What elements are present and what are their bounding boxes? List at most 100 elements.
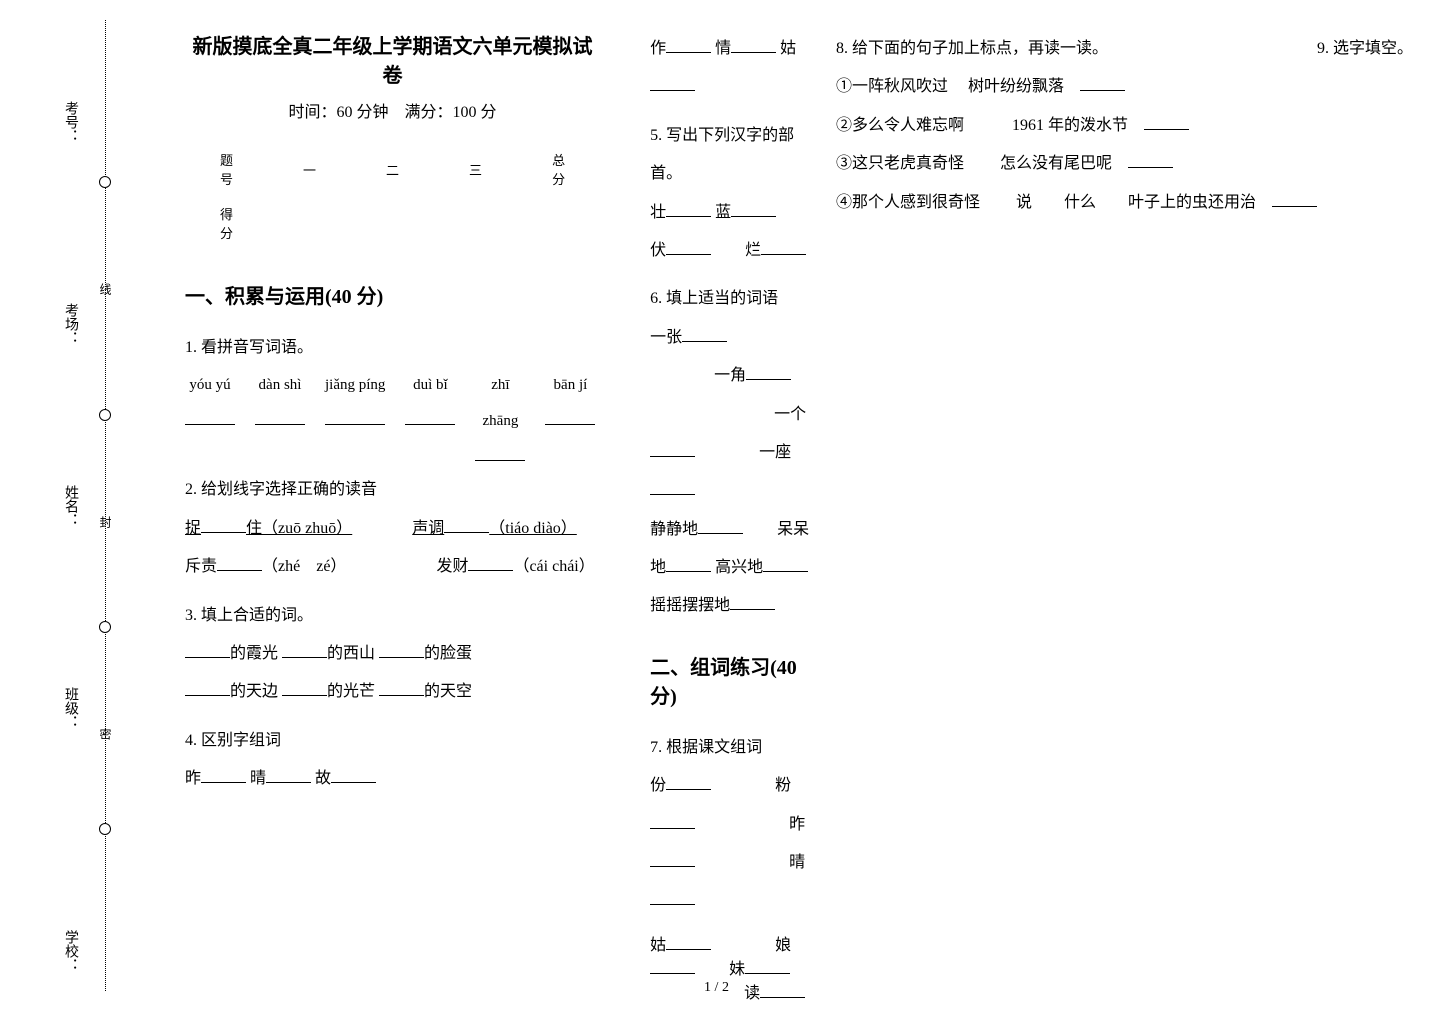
q-text: 5. 写出下列汉字的部首。 <box>650 117 811 194</box>
margin-label-exam-no: 考号： <box>60 101 80 143</box>
blank <box>379 642 424 658</box>
th: 题号 <box>185 142 268 196</box>
pinyin-cell: duì bǐ <box>405 367 455 425</box>
blank <box>666 556 711 572</box>
dotted-cut-line <box>105 20 106 991</box>
q-line: 昨 晴 故 <box>185 760 600 798</box>
table-row: 得分 <box>185 196 600 250</box>
blank <box>650 479 695 495</box>
page-content: 新版摸底全真二年级上学期语文六单元模拟试卷 时间：60 分钟 满分：100 分 … <box>140 0 1433 1011</box>
pinyin-row: yóu yú dàn shì jiǎng píng duì bǐ zhī zhā… <box>185 367 600 461</box>
ring-hole <box>99 621 111 633</box>
blank <box>666 201 711 217</box>
blank <box>1144 114 1189 130</box>
blank <box>444 517 489 533</box>
score-table: 题号 一 二 三 总分 得分 <box>185 142 600 250</box>
q-text: 4. 区别字组词 <box>185 722 600 760</box>
pinyin-cell: yóu yú <box>185 367 235 425</box>
blank <box>255 407 305 425</box>
blank <box>666 934 711 950</box>
blank <box>201 767 246 783</box>
blank <box>650 813 695 829</box>
cut-label: 线 <box>97 283 114 295</box>
ring-hole <box>99 823 111 835</box>
q-line <box>650 892 695 909</box>
blank <box>761 239 806 255</box>
q-line: 作 情 姑 <box>650 30 811 107</box>
blank <box>763 556 808 572</box>
question-5: 5. 写出下列汉字的部首。 壮 蓝 伏 烂 <box>650 117 811 271</box>
pinyin-cell: bān jí <box>545 367 595 425</box>
q-text: 7. 根据课文组词 <box>650 729 811 767</box>
question-9: 9. 选字填空。 <box>1317 30 1413 991</box>
right-column: 作 情 姑 5. 写出下列汉字的部首。 壮 蓝 伏 烂 6. 填上适当的词语 一… <box>625 30 836 1001</box>
binding-margin: 线 封 密 考号： 考场： 姓名： 班级： 学校： <box>0 0 140 1011</box>
margin-label-class: 班级： <box>60 687 80 729</box>
q-text: 1. 看拼音写词语。 <box>185 329 600 367</box>
question-6: 6. 填上适当的词语 一张 一角 一个 一座 静静地 呆呆地 高兴地 摇摇摆摆地 <box>650 280 811 626</box>
section-heading: 二、组词练习(40 分) <box>650 651 811 709</box>
q-line: 捉住（zuō zhuō）声调（tiáo diào） <box>185 510 600 548</box>
question-2: 2. 给划线字选择正确的读音 捉住（zuō zhuō）声调（tiáo diào）… <box>185 471 600 586</box>
question-7: 7. 根据课文组词 份 粉 昨 晴 <box>650 729 811 921</box>
td <box>434 196 517 250</box>
q-line: ①一阵秋风吹过 树叶纷纷飘落 <box>836 68 1317 106</box>
blank <box>730 594 775 610</box>
blank <box>1128 152 1173 168</box>
question-4: 4. 区别字组词 昨 晴 故 <box>185 722 600 799</box>
q-text: 6. 填上适当的词语 <box>650 280 811 318</box>
q-line: ②多么令人难忘啊 1961 年的泼水节 <box>836 107 1317 145</box>
pinyin-cell: zhī zhāng <box>475 367 525 461</box>
cut-label: 封 <box>97 516 114 528</box>
blank <box>731 201 776 217</box>
blank <box>746 364 791 380</box>
q-line: ④那个人感到很奇怪 说 什么 叶子上的虫还用治 <box>836 184 1317 222</box>
question-4b: 作 情 姑 <box>650 30 811 107</box>
q-text: 2. 给划线字选择正确的读音 <box>185 471 600 509</box>
q-line: 斥责（zhé zé）发财（cái chái） <box>185 548 600 586</box>
blank <box>1272 191 1317 207</box>
td <box>268 196 351 250</box>
q-line: 一张 一角 一个 <box>650 319 811 434</box>
blank <box>760 982 805 998</box>
blank <box>545 407 595 425</box>
margin-label-school: 学校： <box>60 930 80 972</box>
td <box>351 196 434 250</box>
blank <box>331 767 376 783</box>
page-number: 1 / 2 <box>704 980 729 996</box>
blank <box>468 555 513 571</box>
q-line: 静静地 呆呆地 高兴地 摇摇摆摆地 <box>650 511 811 626</box>
blank <box>745 958 790 974</box>
left-column: 新版摸底全真二年级上学期语文六单元模拟试卷 时间：60 分钟 满分：100 分 … <box>160 30 625 1001</box>
q-line: 一座 <box>650 434 811 511</box>
question-8: 8. 给下面的句子加上标点，再读一读。 ①一阵秋风吹过 树叶纷纷飘落 ②多么令人… <box>836 30 1317 991</box>
blank <box>217 555 262 571</box>
th: 三 <box>434 142 517 196</box>
th: 总分 <box>517 142 600 196</box>
blank <box>185 642 230 658</box>
blank <box>185 680 230 696</box>
blank <box>650 441 695 457</box>
blank <box>1080 75 1125 91</box>
q-line: 的天边 的光芒 的天空 <box>185 673 600 711</box>
blank <box>325 407 385 425</box>
q-text: 8. 给下面的句子加上标点，再读一读。 <box>836 30 1317 68</box>
q-line: 壮 蓝 伏 烂 <box>650 194 811 271</box>
blank <box>666 37 711 53</box>
q-line: 份 粉 昨 晴 <box>650 767 811 882</box>
section-heading: 一、积累与运用(40 分) <box>185 280 600 309</box>
blank <box>201 517 246 533</box>
blank <box>666 239 711 255</box>
td: 得分 <box>185 196 268 250</box>
blank <box>650 889 695 905</box>
blank <box>405 407 455 425</box>
margin-label-name: 姓名： <box>60 485 80 527</box>
pinyin-cell: jiǎng píng <box>325 367 385 425</box>
question-1: 1. 看拼音写词语。 yóu yú dàn shì jiǎng píng duì… <box>185 329 600 461</box>
table-row: 题号 一 二 三 总分 <box>185 142 600 196</box>
blank <box>698 518 743 534</box>
q-line: ③这只老虎真奇怪 怎么没有尾巴呢 <box>836 145 1317 183</box>
th: 二 <box>351 142 434 196</box>
blank <box>682 326 727 342</box>
blank <box>185 407 235 425</box>
